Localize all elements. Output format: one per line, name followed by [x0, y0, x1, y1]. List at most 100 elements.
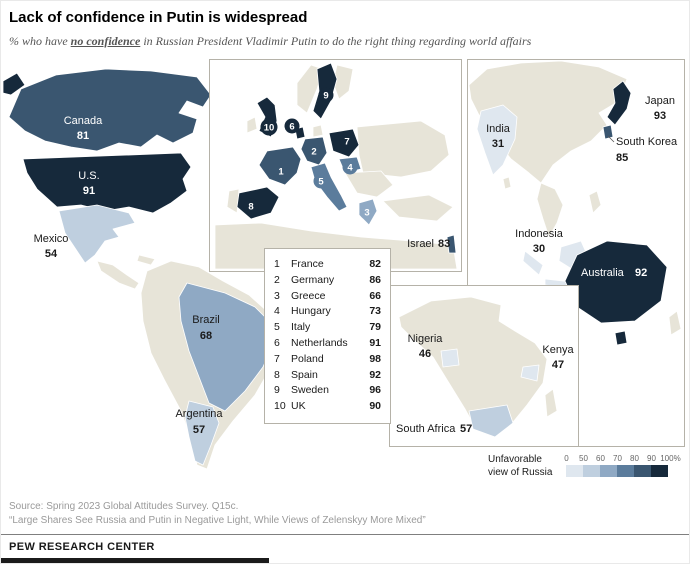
list-country: Sweden: [291, 384, 329, 397]
greece-marker: [359, 204, 375, 220]
southeast-asia-shape: [536, 182, 564, 238]
south-america: [140, 260, 278, 470]
legend-seg-70-80: [617, 465, 635, 477]
list-num: 9: [274, 384, 280, 397]
asia-inset: India 31 Japan 93 South Korea 85 Indones…: [467, 59, 685, 447]
list-value: 86: [369, 273, 381, 286]
netherlands-marker-num: 6: [289, 122, 294, 133]
list-num: 10: [274, 400, 286, 413]
brazil-shape: [178, 282, 274, 412]
spain-marker-num: 8: [248, 202, 253, 213]
list-country: Germany: [291, 273, 335, 286]
legend-seg-90-100: [651, 465, 669, 477]
report-title-note: “Large Shares See Russia and Putin in Ne…: [9, 515, 426, 526]
italy-marker-num: 5: [318, 177, 324, 188]
list-item: 4 Hungary 73: [274, 304, 381, 320]
list-num: 6: [274, 336, 280, 349]
list-value: 66: [369, 289, 381, 302]
legend-scale: 0 50 60 70 80 90 100%: [562, 454, 686, 480]
list-item: 2 Germany 86: [274, 273, 381, 289]
japan-label-name: Japan: [645, 95, 675, 107]
sumatra-shape: [522, 250, 544, 276]
list-item: 6 Netherlands 91: [274, 336, 381, 352]
legend-tick: 70: [613, 454, 622, 463]
norway-shape: [296, 64, 324, 114]
legend-tick: 60: [596, 454, 605, 463]
uk-marker-num: 10: [264, 123, 275, 134]
africa-base-shape: [398, 296, 548, 438]
us-label-name: U.S.: [78, 170, 99, 182]
list-item: 10 UK 90: [274, 399, 381, 415]
legend-title-line2: view of Russia: [488, 467, 553, 478]
nigeria-label-value: 46: [419, 348, 431, 360]
legend-color-bar: [566, 465, 669, 477]
list-item: 3 Greece 66: [274, 289, 381, 305]
north-america: [2, 68, 212, 290]
europe-inset: 1 2 3 4 5 6 7 8 9 10 Israel 83: [209, 59, 462, 272]
list-num: 4: [274, 305, 280, 318]
australia-label-value: 92: [635, 267, 647, 279]
alaska-shape: [2, 72, 26, 96]
israel-label-name: Israel: [407, 238, 434, 250]
cuba-shape: [136, 254, 156, 266]
kenya-label-value: 47: [552, 359, 564, 371]
turkey-shape: [382, 194, 454, 222]
list-item: 7 Poland 98: [274, 352, 381, 368]
europe-country-list: 1 France 82 2 Germany 86 3 Greece 66 4 Hungary 7…: [264, 248, 391, 424]
france-marker: [273, 163, 289, 179]
madagascar-shape: [544, 388, 558, 418]
philippines-shape: [588, 190, 602, 214]
legend-tick: 100%: [660, 454, 681, 463]
list-country: Greece: [291, 289, 326, 302]
list-value: 90: [369, 400, 381, 413]
list-value: 73: [369, 305, 381, 318]
list-value: 91: [369, 336, 381, 349]
mexico-shape: [58, 204, 136, 264]
legend-tick: 50: [579, 454, 588, 463]
africa-inset: Nigeria 46 Kenya 47 South Africa 57: [389, 285, 579, 447]
new-zealand-shape: [668, 310, 682, 336]
argentina-label-value: 57: [193, 424, 205, 436]
central-america-shape: [96, 260, 140, 290]
us-shape: [22, 152, 192, 214]
greece-marker-num: 3: [364, 208, 369, 219]
south-africa-shape: [468, 404, 514, 438]
list-item: 8 Spain 92: [274, 368, 381, 384]
kenya-shape: [520, 364, 540, 382]
legend-seg-60-70: [600, 465, 618, 477]
bottom-bar: [1, 558, 269, 563]
legend-seg-80-90: [634, 465, 652, 477]
portugal-shape: [226, 188, 240, 214]
canada-label-name: Canada: [64, 115, 103, 127]
east-europe-shape: [356, 120, 450, 178]
list-item: 1 France 82: [274, 257, 381, 273]
mexico-label-value: 54: [45, 248, 58, 260]
list-country: Poland: [291, 352, 324, 365]
canada-shape: [8, 68, 212, 152]
list-value: 92: [369, 368, 381, 381]
list-country: Hungary: [291, 305, 331, 318]
sweden-marker: [318, 87, 334, 103]
mexico-label-name: Mexico: [34, 233, 69, 245]
list-value: 82: [369, 258, 381, 270]
world-map: Canada 81 U.S. 91 Mexico 54 Brazil 68 Ar…: [2, 59, 685, 470]
indonesia-label-name: Indonesia: [515, 228, 564, 240]
subtitle-prefix: % who have: [9, 34, 71, 48]
italy-marker: [313, 173, 329, 189]
israel-shape: [446, 234, 457, 254]
page-title: Lack of confidence in Putin is widesprea…: [9, 9, 308, 26]
south-korea-shape: [602, 124, 614, 140]
poland-marker: [339, 133, 355, 149]
list-item: 9 Sweden 96: [274, 383, 381, 399]
brand-name: PEW RESEARCH CENTER: [9, 541, 155, 553]
subtitle-suffix: in Russian President Vladimir Putin to d…: [140, 34, 532, 48]
south-korea-label-name: South Korea: [616, 136, 678, 148]
south-korea-leader-line: [607, 135, 615, 143]
list-country: France: [291, 258, 324, 270]
spain-marker: [243, 198, 259, 214]
japan-label-value: 93: [654, 110, 666, 122]
india-shape: [476, 104, 518, 176]
balkans-shape: [344, 170, 394, 198]
germany-marker-num: 2: [311, 147, 316, 158]
